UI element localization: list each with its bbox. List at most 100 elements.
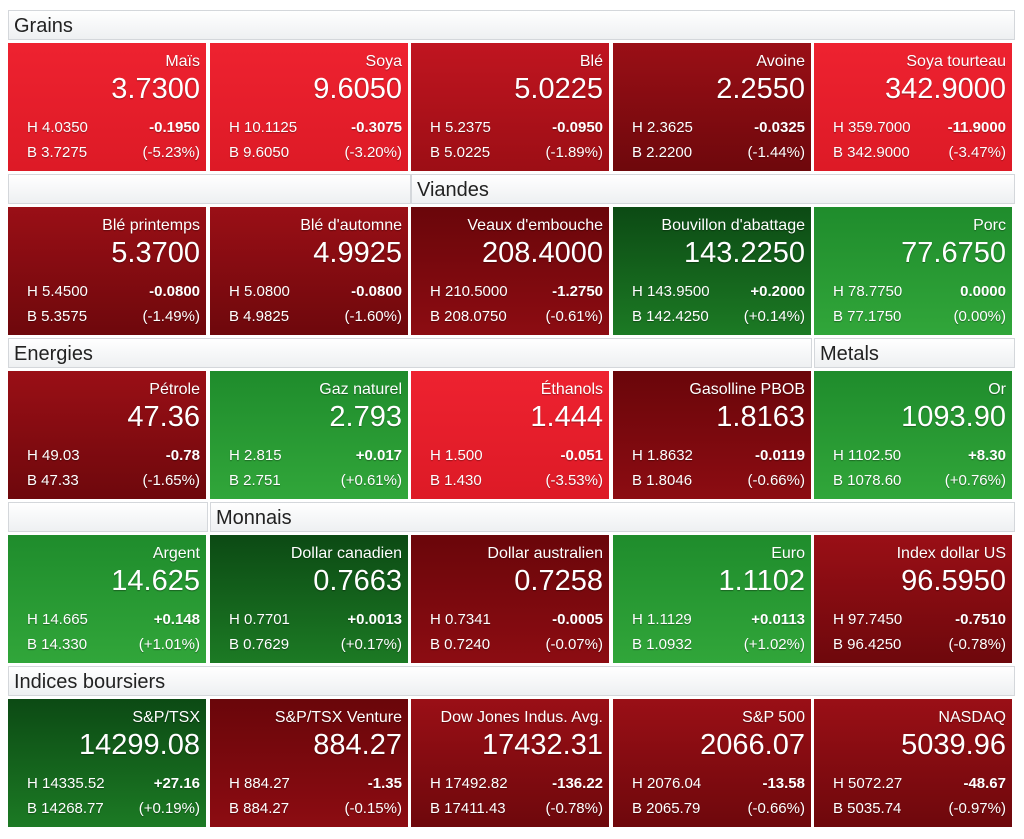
quote-high: H 17492.82	[430, 775, 508, 792]
quote-change: -0.7510	[955, 611, 1006, 628]
quote-price: 342.9000	[885, 73, 1006, 105]
quote-tile-ble-printemps[interactable]: Blé printemps 5.3700 H 5.4500 B 5.3575 -…	[8, 207, 206, 335]
quote-low: B 17411.43	[430, 800, 506, 817]
quote-change-percent: (-5.23%)	[142, 144, 200, 161]
section-viandes: Viandes	[8, 174, 1015, 206]
quote-high: H 14.665	[27, 611, 88, 628]
quote-change: -0.0005	[552, 611, 603, 628]
quote-high: H 5.2375	[430, 119, 491, 136]
quote-tile-euro[interactable]: Euro 1.1102 H 1.1129 B 1.0932 +0.0113 (+…	[613, 535, 811, 663]
quote-tile-soya[interactable]: Soya 9.6050 H 10.1125 B 9.6050 -0.3075 (…	[210, 43, 408, 171]
quote-low: B 77.1750	[833, 308, 902, 325]
quote-price: 0.7663	[313, 565, 402, 597]
quote-change-percent: (-0.78%)	[948, 636, 1006, 653]
quote-change: +0.148	[153, 611, 200, 628]
quote-tile-sp-tsx[interactable]: S&P/TSX 14299.08 H 14335.52 B 14268.77 +…	[8, 699, 206, 827]
quote-change-percent: (+0.14%)	[743, 308, 805, 325]
quote-change-percent: (-0.97%)	[948, 800, 1006, 817]
quote-name: Soya	[365, 53, 402, 70]
quote-high: H 5.4500	[27, 283, 88, 300]
quote-tile-argent[interactable]: Argent 14.625 H 14.665 B 14.330 +0.148 (…	[8, 535, 206, 663]
quote-price: 5.0225	[514, 73, 603, 105]
quote-tile-or[interactable]: Or 1093.90 H 1102.50 B 1078.60 +8.30 (+0…	[814, 371, 1012, 499]
quote-high: H 0.7341	[430, 611, 491, 628]
quote-tile-veaux[interactable]: Veaux d'embouche 208.4000 H 210.5000 B 2…	[411, 207, 609, 335]
quote-price: 1093.90	[901, 401, 1006, 433]
quote-tile-ethanols[interactable]: Éthanols 1.444 H 1.500 B 1.430 -0.051 (-…	[411, 371, 609, 499]
quote-change-percent: (-1.60%)	[344, 308, 402, 325]
quote-tile-gasolline[interactable]: Gasolline PBOB 1.8163 H 1.8632 B 1.8046 …	[613, 371, 811, 499]
quote-price: 14.625	[111, 565, 200, 597]
quote-low: B 342.9000	[833, 144, 910, 161]
quote-high: H 143.9500	[632, 283, 710, 300]
quote-price: 14299.08	[79, 729, 200, 761]
quote-low: B 1078.60	[833, 472, 902, 489]
quote-tile-dow-jones[interactable]: Dow Jones Indus. Avg. 17432.31 H 17492.8…	[411, 699, 609, 827]
quote-price: 17432.31	[482, 729, 603, 761]
quote-tile-nasdaq[interactable]: NASDAQ 5039.96 H 5072.27 B 5035.74 -48.6…	[814, 699, 1012, 827]
quote-name: Bouvillon d'abattage	[661, 217, 805, 234]
quote-change-percent: (-3.20%)	[344, 144, 402, 161]
quote-change-percent: (-0.15%)	[344, 800, 402, 817]
quote-tile-mais[interactable]: Maïs 3.7300 H 4.0350 B 3.7275 -0.1950 (-…	[8, 43, 206, 171]
quote-high: H 2.3625	[632, 119, 693, 136]
quote-tile-sp-500[interactable]: S&P 500 2066.07 H 2076.04 B 2065.79 -13.…	[613, 699, 811, 827]
quote-price: 9.6050	[313, 73, 402, 105]
quote-change: +27.16	[153, 775, 200, 792]
quote-price: 143.2250	[684, 237, 805, 269]
quote-high: H 14335.52	[27, 775, 105, 792]
quote-tile-petrole[interactable]: Pétrole 47.36 H 49.03 B 47.33 -0.78 (-1.…	[8, 371, 206, 499]
quote-tile-avoine[interactable]: Avoine 2.2550 H 2.3625 B 2.2200 -0.0325 …	[613, 43, 811, 171]
quote-price: 884.27	[313, 729, 402, 761]
quote-name: Veaux d'embouche	[467, 217, 603, 234]
quote-change: -0.0950	[552, 119, 603, 136]
quote-name: Argent	[152, 545, 200, 562]
quote-price: 5.3700	[111, 237, 200, 269]
quote-name: Dollar australien	[487, 545, 603, 562]
section-energies-metals: Energies Metals	[8, 338, 1015, 370]
quote-change-percent: (-1.65%)	[142, 472, 200, 489]
quote-high: H 359.7000	[833, 119, 911, 136]
quote-tile-index-dollar-us[interactable]: Index dollar US 96.5950 H 97.7450 B 96.4…	[814, 535, 1012, 663]
quote-change-percent: (-1.89%)	[545, 144, 603, 161]
quote-change: -0.3075	[351, 119, 402, 136]
quote-change-percent: (-3.47%)	[948, 144, 1006, 161]
quote-price: 1.1102	[718, 565, 805, 597]
quote-tile-porc[interactable]: Porc 77.6750 H 78.7750 B 77.1750 0.0000 …	[814, 207, 1012, 335]
quote-low: B 14268.77	[27, 800, 104, 817]
quote-high: H 1102.50	[833, 447, 902, 464]
quote-change: -48.67	[963, 775, 1006, 792]
quote-name: Dow Jones Indus. Avg.	[440, 709, 603, 726]
section-grains: Grains	[8, 10, 1015, 42]
quote-low: B 14.330	[27, 636, 88, 653]
quote-name: Pétrole	[149, 381, 200, 398]
quote-tile-ble-automne[interactable]: Blé d'automne 4.9925 H 5.0800 B 4.9825 -…	[210, 207, 408, 335]
quote-name: NASDAQ	[938, 709, 1006, 726]
quote-price: 2.793	[329, 401, 402, 433]
quote-name: Dollar canadien	[290, 545, 402, 562]
quote-tile-soya-tourteau[interactable]: Soya tourteau 342.9000 H 359.7000 B 342.…	[814, 43, 1012, 171]
quote-change-percent: (-0.61%)	[545, 308, 603, 325]
quote-name: Éthanols	[540, 381, 603, 398]
quote-name: Avoine	[756, 53, 805, 70]
quote-high: H 2076.04	[632, 775, 702, 792]
quote-high: H 5.0800	[229, 283, 290, 300]
quote-price: 96.5950	[901, 565, 1006, 597]
quote-tile-dollar-australien[interactable]: Dollar australien 0.7258 H 0.7341 B 0.72…	[411, 535, 609, 663]
quote-low: B 96.4250	[833, 636, 902, 653]
quote-tile-sp-tsx-venture[interactable]: S&P/TSX Venture 884.27 H 884.27 B 884.27…	[210, 699, 408, 827]
quote-low: B 0.7240	[430, 636, 491, 653]
quote-change: -0.0119	[754, 447, 805, 464]
quote-name: Maïs	[165, 53, 200, 70]
section-monnais: Monnais	[8, 502, 1015, 534]
quote-tile-dollar-canadien[interactable]: Dollar canadien 0.7663 H 0.7701 B 0.7629…	[210, 535, 408, 663]
quote-name: Euro	[771, 545, 805, 562]
quote-tile-ble[interactable]: Blé 5.0225 H 5.2375 B 5.0225 -0.0950 (-1…	[411, 43, 609, 171]
quote-price: 47.36	[127, 401, 200, 433]
quote-change-percent: (0.00%)	[953, 308, 1006, 325]
quote-tile-bouvillon[interactable]: Bouvillon d'abattage 143.2250 H 143.9500…	[613, 207, 811, 335]
quote-low: B 2.2200	[632, 144, 693, 161]
quote-change: 0.0000	[960, 283, 1006, 300]
quote-tile-gaz-naturel[interactable]: Gaz naturel 2.793 H 2.815 B 2.751 +0.017…	[210, 371, 408, 499]
quote-high: H 1.1129	[632, 611, 692, 628]
